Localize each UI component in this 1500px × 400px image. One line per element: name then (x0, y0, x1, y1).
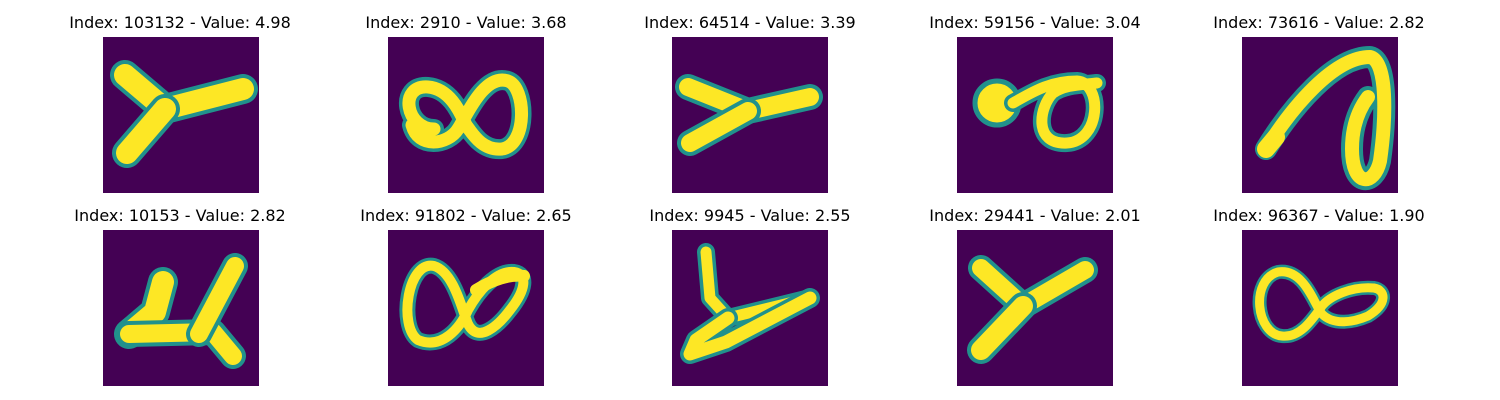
handwritten-infinity-glyph-icon (399, 257, 532, 351)
panel-title: Index: 64514 - Value: 3.39 (644, 13, 856, 32)
handwritten-y-glyph-icon (680, 243, 820, 364)
panel-title: Index: 9945 - Value: 2.55 (649, 206, 851, 225)
panel-title: Index: 29441 - Value: 2.01 (929, 206, 1141, 225)
panel-title: Index: 59156 - Value: 3.04 (929, 13, 1141, 32)
handwritten-loop-glyph-image (1242, 37, 1398, 193)
handwritten-infinity-glyph-icon (972, 71, 1106, 152)
panel-title: Index: 103132 - Value: 4.98 (69, 13, 291, 32)
handwritten-y-glyph-icon (110, 60, 258, 168)
handwritten-y-glyph-image (103, 37, 259, 193)
handwritten-infinity-glyph-icon (1252, 264, 1390, 344)
panel-title: Index: 96367 - Value: 1.90 (1213, 206, 1425, 225)
handwritten-infinity-glyph-image (388, 230, 544, 386)
handwritten-infinity-glyph-image (1242, 230, 1398, 386)
handwritten-y-glyph-image (672, 230, 828, 386)
handwritten-infinity-glyph-image (388, 37, 544, 193)
handwritten-y-glyph-icon (114, 253, 248, 369)
handwritten-y-glyph-icon (675, 74, 823, 156)
handwritten-infinity-glyph-icon (398, 70, 532, 160)
handwritten-y-glyph-icon (967, 255, 1098, 364)
handwritten-loop-glyph-icon (1255, 46, 1396, 190)
handwritten-infinity-glyph-image (957, 37, 1113, 193)
handwritten-y-glyph-image (672, 37, 828, 193)
panel-title: Index: 10153 - Value: 2.82 (74, 206, 286, 225)
panel-title: Index: 73616 - Value: 2.82 (1213, 13, 1425, 32)
panel-title: Index: 2910 - Value: 3.68 (365, 13, 567, 32)
handwritten-y-glyph-image (103, 230, 259, 386)
panel-title: Index: 91802 - Value: 2.65 (360, 206, 572, 225)
handwritten-y-glyph-image (957, 230, 1113, 386)
